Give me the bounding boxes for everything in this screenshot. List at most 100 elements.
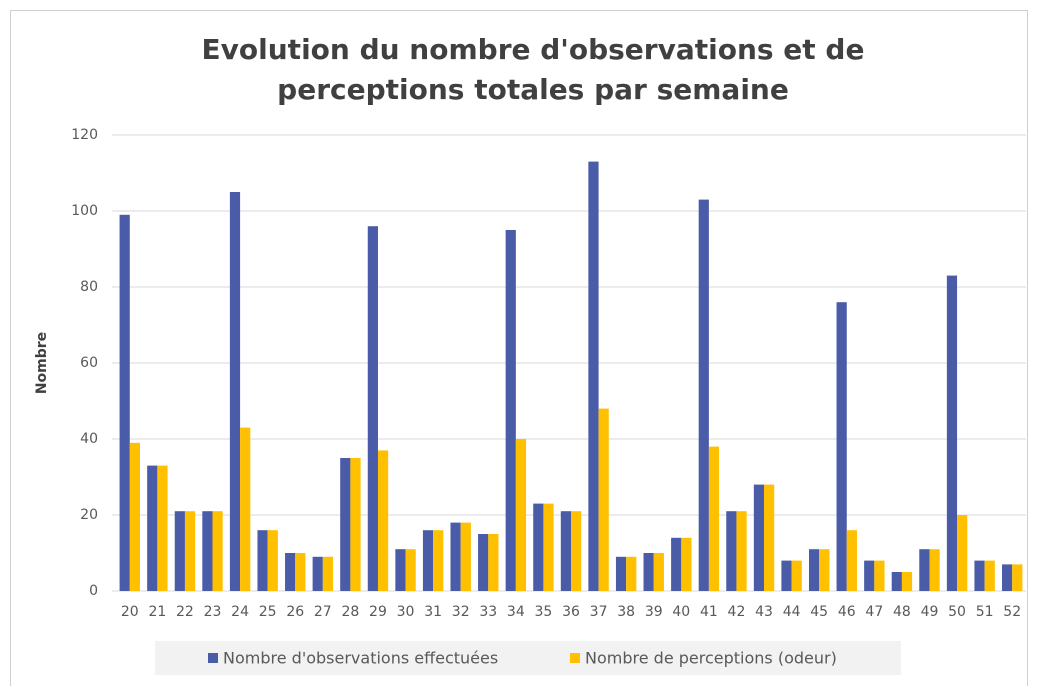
legend-label: Nombre de perceptions (odeur) (585, 649, 837, 668)
bar (588, 161, 599, 591)
bar (450, 522, 461, 591)
x-tick-label: 37 (590, 604, 608, 620)
x-tick-label: 27 (314, 604, 332, 620)
bar (864, 560, 875, 591)
bar (505, 230, 516, 591)
bar (946, 275, 958, 591)
bar (736, 511, 747, 591)
bar (1002, 564, 1013, 591)
bar (698, 199, 709, 591)
x-tick-label: 38 (617, 604, 635, 620)
bar (322, 556, 334, 591)
bar (819, 549, 830, 591)
bar (257, 530, 268, 591)
x-tick-label: 24 (231, 604, 249, 620)
x-tick-label: 42 (728, 604, 746, 620)
bar (340, 458, 351, 591)
chart-frame (10, 10, 1028, 686)
bar (460, 522, 471, 591)
x-tick-label: 51 (976, 604, 994, 620)
bar (808, 549, 820, 591)
bar (285, 553, 296, 591)
bar (874, 560, 885, 591)
x-tick-label: 23 (204, 604, 222, 620)
y-tick-label: 20 (80, 507, 98, 523)
x-tick-label: 33 (479, 604, 497, 620)
x-tick-label: 22 (176, 604, 194, 620)
bar (560, 511, 571, 591)
x-tick-label: 20 (121, 604, 139, 620)
y-tick-label: 0 (89, 583, 98, 599)
bar (571, 511, 582, 591)
bar (929, 549, 940, 591)
bar (312, 556, 323, 591)
bar (367, 226, 378, 591)
x-tick-label: 47 (865, 604, 883, 620)
x-tick-label: 32 (452, 604, 470, 620)
x-tick-label: 39 (645, 604, 663, 620)
bar (626, 556, 637, 591)
bar (174, 511, 185, 591)
bar (184, 511, 196, 591)
x-tick-label: 31 (424, 604, 442, 620)
x-tick-label: 29 (369, 604, 387, 620)
bar (1012, 564, 1023, 591)
bar (488, 534, 499, 591)
x-tick-label: 28 (341, 604, 359, 620)
x-tick-label: 26 (286, 604, 304, 620)
y-axis-label: Nombre (34, 332, 50, 394)
bar (598, 408, 609, 591)
y-tick-label: 80 (80, 279, 98, 295)
x-tick-label: 35 (535, 604, 553, 620)
bar (681, 537, 692, 591)
x-tick-label: 36 (562, 604, 580, 620)
bar (350, 458, 361, 591)
bar (726, 511, 737, 591)
x-tick-label: 52 (1003, 604, 1021, 620)
x-tick-label: 49 (921, 604, 939, 620)
legend-label: Nombre d'observations effectuées (223, 649, 498, 668)
bar (653, 553, 664, 591)
bar (791, 560, 802, 591)
bar (405, 549, 416, 591)
bar (267, 530, 278, 591)
bar (478, 534, 489, 591)
bar (974, 560, 985, 591)
bar (119, 214, 130, 592)
x-tick-label: 41 (700, 604, 718, 620)
bar (515, 439, 527, 591)
bar (240, 427, 251, 591)
y-tick-label: 60 (80, 355, 98, 371)
bar (753, 484, 765, 591)
bar (919, 549, 930, 591)
bar (781, 560, 792, 591)
bar (615, 556, 627, 591)
bar (157, 465, 168, 591)
x-tick-label: 34 (507, 604, 525, 620)
bar (422, 530, 434, 591)
y-tick-label: 40 (80, 431, 98, 447)
bar (846, 530, 857, 591)
legend-swatch (208, 653, 218, 663)
bar (433, 530, 444, 591)
bar (543, 503, 554, 591)
x-tick-label: 46 (838, 604, 856, 620)
bar (533, 503, 544, 591)
x-tick-label: 25 (259, 604, 277, 620)
bar (836, 302, 847, 591)
bar (147, 465, 158, 591)
bar (891, 572, 902, 591)
x-tick-label: 45 (810, 604, 828, 620)
bar (643, 553, 654, 591)
x-tick-label: 44 (783, 604, 801, 620)
bar (901, 572, 913, 591)
bar (708, 446, 720, 591)
bar (984, 560, 995, 591)
bar (295, 553, 306, 591)
legend-swatch (570, 653, 580, 663)
bar (764, 484, 775, 591)
bar (395, 549, 406, 591)
bar (212, 511, 223, 591)
